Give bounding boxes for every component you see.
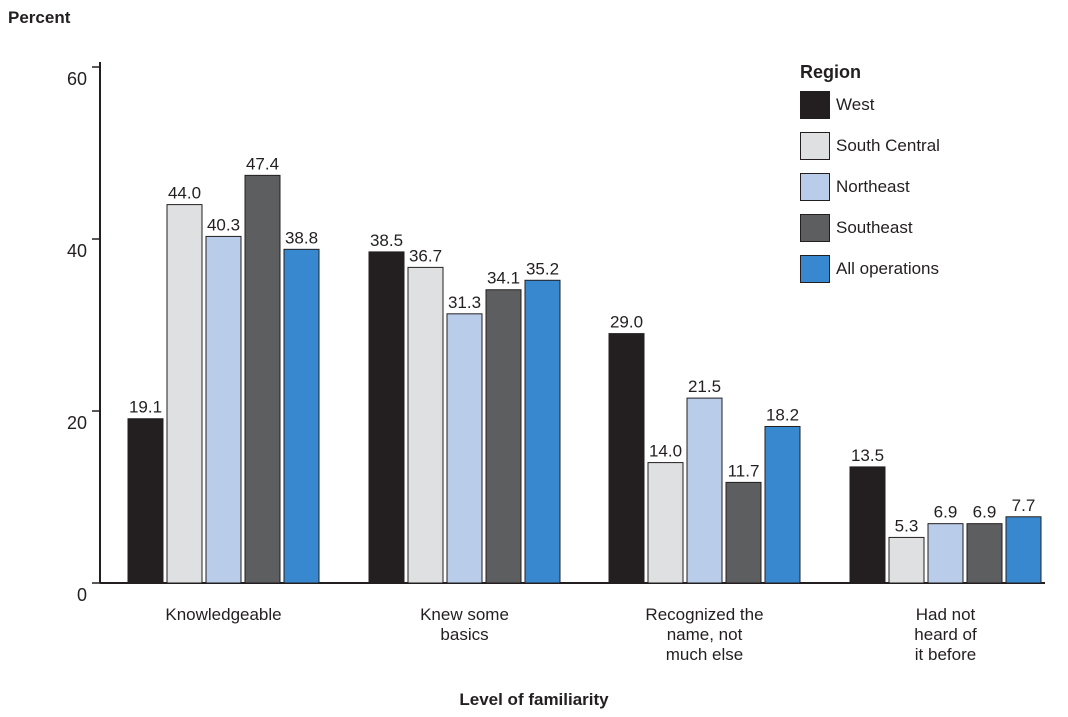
x-category-label: Had not bbox=[916, 605, 976, 624]
bar bbox=[647, 462, 684, 584]
bar-value-label: 47.4 bbox=[246, 154, 279, 173]
legend-item: Southeast bbox=[800, 214, 940, 242]
legend-label: Northeast bbox=[836, 177, 910, 196]
bar bbox=[407, 266, 444, 584]
legend-label: Southeast bbox=[836, 218, 913, 237]
y-tick-label: 0 bbox=[77, 585, 87, 605]
legend-item: All operations bbox=[800, 255, 940, 283]
bar bbox=[764, 425, 801, 584]
x-category-label: Recognized the bbox=[645, 605, 763, 624]
bar-value-label: 14.0 bbox=[649, 442, 682, 461]
legend-swatch bbox=[800, 255, 830, 283]
legend-swatch bbox=[800, 91, 830, 119]
bar-value-label: 38.5 bbox=[370, 231, 403, 250]
legend-label: West bbox=[836, 95, 875, 114]
bar bbox=[446, 313, 483, 584]
bar bbox=[725, 481, 762, 584]
bar-value-label: 38.8 bbox=[285, 228, 318, 247]
legend-swatch bbox=[800, 214, 830, 242]
bar bbox=[849, 466, 886, 584]
bar-value-label: 7.7 bbox=[1012, 496, 1036, 515]
x-category-label: basics bbox=[440, 625, 488, 644]
x-category-label: Knew some bbox=[420, 605, 509, 624]
x-category-label: heard of bbox=[914, 625, 977, 644]
legend-item: West bbox=[800, 91, 940, 119]
legend-item: Northeast bbox=[800, 173, 940, 201]
bar-value-label: 13.5 bbox=[851, 446, 884, 465]
bar-value-label: 18.2 bbox=[766, 405, 799, 424]
bar-value-label: 21.5 bbox=[688, 377, 721, 396]
bar-value-label: 34.1 bbox=[487, 269, 520, 288]
bar-value-label: 6.9 bbox=[934, 503, 958, 522]
bar bbox=[888, 536, 925, 584]
x-axis-title: Level of familiarity bbox=[459, 690, 609, 709]
legend-title: Region bbox=[800, 62, 861, 82]
x-category-label: name, not bbox=[667, 625, 743, 644]
bar bbox=[283, 248, 320, 584]
bar bbox=[966, 523, 1003, 584]
x-category-label: much else bbox=[666, 645, 743, 664]
legend-label: South Central bbox=[836, 136, 940, 155]
legend: Region West South Central Northeast Southea… bbox=[800, 62, 940, 296]
bar-value-label: 6.9 bbox=[973, 503, 997, 522]
y-tick-label: 60 bbox=[67, 69, 87, 89]
bar bbox=[368, 251, 405, 584]
bar-value-label: 29.0 bbox=[610, 313, 643, 332]
bar bbox=[608, 333, 645, 584]
y-tick-label: 40 bbox=[67, 241, 87, 261]
x-category-label: Knowledgeable bbox=[165, 605, 281, 624]
bar bbox=[205, 235, 242, 584]
bar bbox=[166, 204, 203, 584]
bar bbox=[927, 523, 964, 584]
legend-swatch bbox=[800, 173, 830, 201]
x-category-label: it before bbox=[915, 645, 976, 664]
legend-label: All operations bbox=[836, 259, 940, 278]
bar-value-label: 40.3 bbox=[207, 215, 240, 234]
bar-value-label: 5.3 bbox=[895, 516, 919, 535]
y-tick-label: 20 bbox=[67, 413, 87, 433]
y-axis-title: Percent bbox=[8, 8, 71, 27]
bar bbox=[524, 279, 561, 584]
bar bbox=[244, 174, 281, 584]
bar-value-label: 44.0 bbox=[168, 184, 201, 203]
legend-items: West South Central Northeast Southeast All o… bbox=[800, 91, 940, 283]
bar-value-label: 11.7 bbox=[728, 461, 760, 480]
bar bbox=[1005, 516, 1042, 584]
bar-value-label: 19.1 bbox=[129, 398, 162, 417]
bar bbox=[686, 397, 723, 584]
bar bbox=[485, 289, 522, 584]
bar-value-label: 35.2 bbox=[526, 259, 559, 278]
bar-value-label: 31.3 bbox=[448, 293, 481, 312]
legend-item: South Central bbox=[800, 132, 940, 160]
bar-value-label: 36.7 bbox=[409, 246, 442, 265]
bar bbox=[127, 418, 164, 584]
legend-swatch bbox=[800, 132, 830, 160]
